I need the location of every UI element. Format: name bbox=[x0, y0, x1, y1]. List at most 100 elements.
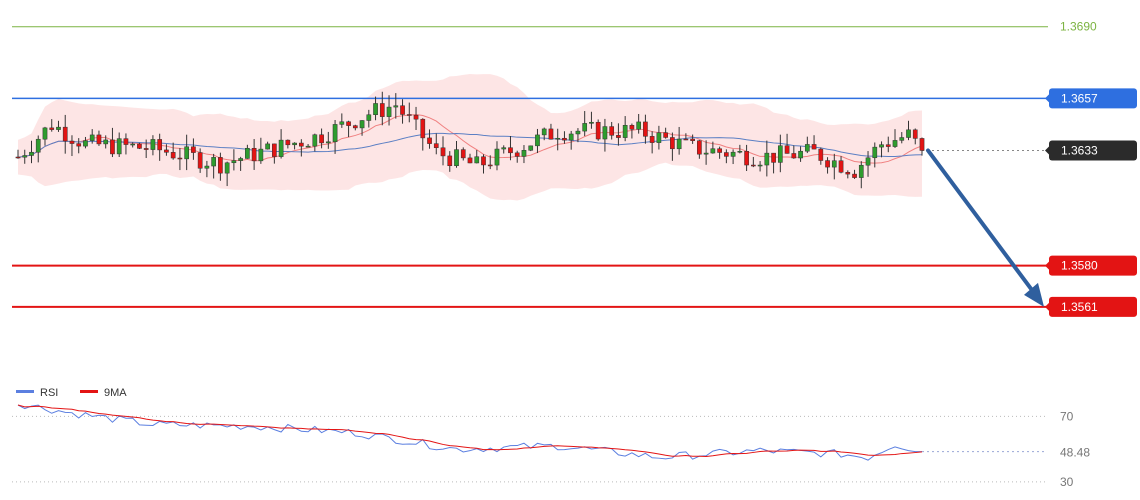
candle bbox=[622, 116, 628, 142]
candle bbox=[501, 145, 507, 154]
level-tag-1.3580: 1.3580 bbox=[1045, 255, 1137, 276]
candle bbox=[204, 160, 210, 178]
candle bbox=[103, 135, 109, 149]
candle bbox=[852, 169, 857, 179]
candle bbox=[764, 140, 770, 177]
level-tag-box bbox=[1049, 255, 1137, 276]
level-tag-box bbox=[1049, 296, 1137, 317]
candle bbox=[514, 150, 520, 163]
candle bbox=[312, 133, 318, 152]
candle bbox=[211, 153, 216, 179]
level-label: 1.3580 bbox=[1061, 259, 1098, 273]
ma-legend-swatch bbox=[80, 390, 98, 393]
candle bbox=[258, 137, 264, 164]
candle bbox=[299, 139, 304, 157]
level-tag-1.3690: 1.3690 bbox=[1060, 20, 1097, 34]
candle bbox=[238, 156, 243, 171]
candle bbox=[69, 135, 75, 157]
candle bbox=[757, 161, 763, 172]
candle bbox=[285, 139, 291, 149]
candle bbox=[899, 132, 905, 144]
candle bbox=[609, 121, 615, 140]
candle bbox=[332, 120, 338, 154]
candlesticks bbox=[15, 91, 925, 189]
candle bbox=[643, 114, 648, 144]
rsi-grid bbox=[12, 415, 1045, 483]
candle bbox=[575, 128, 581, 143]
candle bbox=[137, 142, 142, 150]
level-tags: 1.3690 1.3657 1.3633 1.3580 1.3561 bbox=[1045, 20, 1137, 317]
candle bbox=[413, 106, 419, 131]
candle bbox=[791, 145, 797, 159]
candle bbox=[798, 146, 803, 162]
candle bbox=[535, 128, 540, 154]
candle bbox=[83, 136, 88, 149]
candle bbox=[879, 141, 884, 158]
candle bbox=[454, 141, 459, 168]
candle bbox=[218, 152, 223, 181]
candle bbox=[831, 153, 837, 180]
candle bbox=[858, 161, 864, 189]
candle bbox=[265, 141, 270, 150]
candle bbox=[359, 120, 365, 136]
candle bbox=[892, 129, 898, 148]
candle bbox=[467, 153, 473, 164]
candle bbox=[164, 144, 169, 156]
candle bbox=[912, 128, 918, 145]
candle bbox=[582, 111, 588, 137]
arrow-shaft bbox=[926, 148, 1036, 295]
slow-ma-line bbox=[17, 132, 923, 158]
candle bbox=[487, 155, 493, 170]
candle bbox=[460, 147, 466, 161]
candle bbox=[143, 139, 149, 159]
candle bbox=[130, 142, 136, 148]
candle bbox=[42, 126, 48, 146]
candle bbox=[393, 93, 399, 119]
candle bbox=[49, 119, 55, 132]
rsi-line bbox=[17, 404, 923, 461]
candle bbox=[191, 138, 196, 160]
candle bbox=[319, 128, 324, 149]
candle bbox=[373, 96, 378, 121]
level-tag-1.3657: 1.3657 bbox=[1045, 88, 1137, 109]
level-tag-1.3561: 1.3561 bbox=[1045, 296, 1137, 317]
rsi-legend-swatch bbox=[16, 390, 34, 393]
candle bbox=[177, 148, 183, 171]
candle bbox=[616, 123, 621, 146]
candle bbox=[541, 127, 547, 141]
rsi-last-value: 48.48 bbox=[1060, 446, 1090, 460]
candle bbox=[346, 120, 351, 138]
candle bbox=[811, 135, 817, 150]
candle bbox=[366, 109, 372, 128]
rsi-legend-label: RSI bbox=[40, 387, 58, 399]
candle bbox=[325, 131, 331, 149]
rsi-tick-70: 70 bbox=[1060, 409, 1074, 423]
rsi-ma-line bbox=[17, 404, 923, 457]
candle bbox=[589, 111, 594, 129]
candle bbox=[96, 130, 102, 146]
candle bbox=[521, 145, 527, 164]
candle bbox=[170, 142, 176, 160]
candle bbox=[231, 149, 237, 171]
candle bbox=[872, 142, 878, 168]
candle bbox=[562, 131, 567, 144]
candle bbox=[29, 140, 34, 164]
candle bbox=[710, 141, 716, 154]
candle bbox=[224, 161, 230, 187]
candle bbox=[56, 120, 61, 132]
candle bbox=[629, 123, 635, 139]
candle bbox=[386, 95, 392, 126]
level-tag-box bbox=[1049, 140, 1137, 161]
candle bbox=[474, 150, 480, 164]
candle bbox=[744, 144, 749, 172]
candle bbox=[400, 99, 405, 124]
candle bbox=[663, 127, 668, 139]
candle bbox=[825, 157, 830, 174]
candle bbox=[838, 156, 844, 174]
candle bbox=[690, 134, 695, 144]
candle bbox=[123, 133, 129, 155]
bollinger-band-area bbox=[18, 73, 922, 201]
forecast-arrow bbox=[926, 148, 1044, 307]
rsi-lines bbox=[17, 404, 923, 461]
